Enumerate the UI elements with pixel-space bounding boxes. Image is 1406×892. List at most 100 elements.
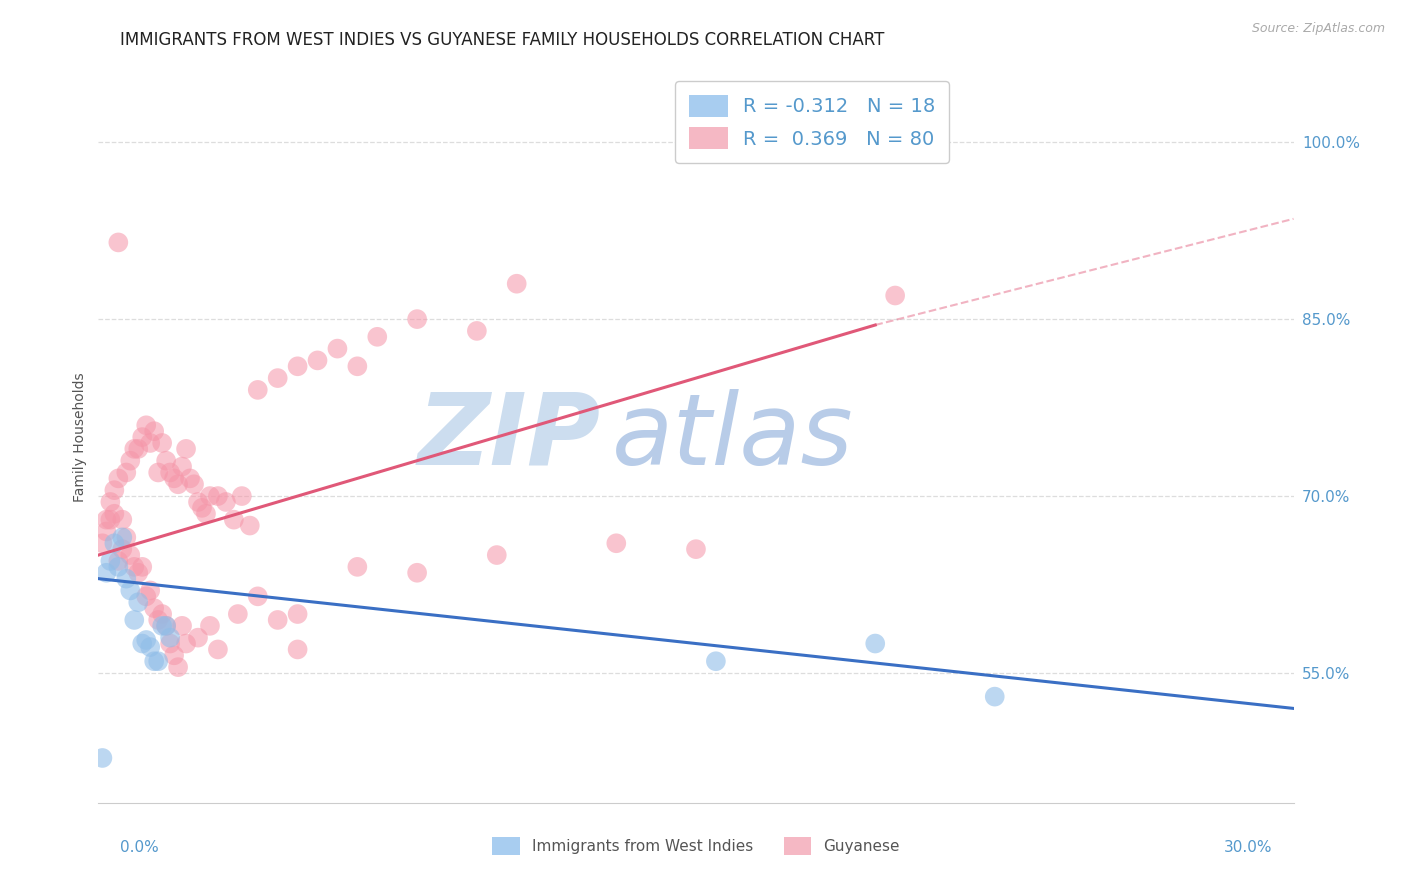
Point — [167, 660, 190, 674]
Point — [239, 518, 262, 533]
Point — [107, 471, 129, 485]
Point — [148, 654, 170, 668]
Point — [307, 353, 329, 368]
Point — [98, 495, 122, 509]
Point — [179, 471, 201, 485]
Point — [127, 566, 149, 580]
Point — [111, 542, 134, 557]
Point — [215, 495, 238, 509]
Point — [98, 554, 122, 568]
Point — [465, 324, 488, 338]
Point — [246, 383, 269, 397]
Point — [155, 619, 177, 633]
Point — [120, 548, 142, 562]
Point — [115, 572, 138, 586]
Point — [107, 554, 129, 568]
Point — [366, 330, 388, 344]
Point — [103, 507, 125, 521]
Text: 0.0%: 0.0% — [120, 840, 159, 855]
Point — [198, 489, 221, 503]
Point — [406, 566, 429, 580]
Point — [187, 495, 209, 509]
Point — [139, 436, 162, 450]
Point — [159, 636, 181, 650]
Point — [198, 619, 221, 633]
Point — [287, 642, 309, 657]
Point — [143, 601, 166, 615]
Point — [183, 477, 205, 491]
Point — [406, 312, 429, 326]
Point — [163, 471, 186, 485]
Point — [135, 590, 157, 604]
Point — [172, 459, 194, 474]
Point — [226, 607, 249, 621]
Point — [115, 466, 138, 480]
Point — [107, 235, 129, 250]
Point — [884, 288, 907, 302]
Y-axis label: Family Households: Family Households — [73, 372, 87, 502]
Point — [195, 507, 218, 521]
Point — [267, 613, 290, 627]
Point — [605, 536, 627, 550]
Point — [155, 453, 177, 467]
Point — [287, 607, 309, 621]
Point — [131, 559, 153, 574]
Point — [131, 430, 153, 444]
Text: ZIP: ZIP — [418, 389, 600, 485]
Point — [91, 536, 114, 550]
Text: IMMIGRANTS FROM WEST INDIES VS GUYANESE FAMILY HOUSEHOLDS CORRELATION CHART: IMMIGRANTS FROM WEST INDIES VS GUYANESE … — [120, 31, 884, 49]
Point — [107, 559, 129, 574]
Point — [865, 636, 887, 650]
Point — [191, 500, 214, 515]
Point — [143, 654, 166, 668]
Point — [187, 631, 209, 645]
Text: 30.0%: 30.0% — [1225, 840, 1272, 855]
Point — [346, 559, 368, 574]
Point — [103, 536, 125, 550]
Point — [98, 513, 122, 527]
Point — [287, 359, 309, 374]
Point — [506, 277, 529, 291]
Point — [131, 636, 153, 650]
Point — [91, 751, 114, 765]
Point — [172, 619, 194, 633]
Text: Source: ZipAtlas.com: Source: ZipAtlas.com — [1251, 22, 1385, 36]
Point — [150, 619, 173, 633]
Text: atlas: atlas — [613, 389, 853, 485]
Point — [159, 466, 181, 480]
Point — [124, 613, 146, 627]
Point — [246, 590, 269, 604]
Point — [150, 607, 173, 621]
Point — [139, 640, 162, 654]
Point — [96, 513, 118, 527]
Point — [143, 424, 166, 438]
Point — [163, 648, 186, 663]
Point — [96, 566, 118, 580]
Point — [326, 342, 349, 356]
Point — [207, 489, 229, 503]
Point — [267, 371, 290, 385]
Point — [159, 631, 181, 645]
Point — [222, 513, 245, 527]
Point — [135, 632, 157, 647]
Point — [685, 542, 707, 557]
Point — [148, 466, 170, 480]
Point — [115, 530, 138, 544]
Point — [111, 513, 134, 527]
Point — [155, 619, 177, 633]
Point — [111, 530, 134, 544]
Point — [167, 477, 190, 491]
Point — [120, 583, 142, 598]
Point — [127, 442, 149, 456]
Point — [984, 690, 1007, 704]
Point — [207, 642, 229, 657]
Point — [231, 489, 253, 503]
Legend: Immigrants from West Indies, Guyanese: Immigrants from West Indies, Guyanese — [486, 831, 905, 861]
Point — [96, 524, 118, 539]
Point — [485, 548, 508, 562]
Point — [124, 442, 146, 456]
Point — [346, 359, 368, 374]
Point — [103, 483, 125, 498]
Point — [148, 613, 170, 627]
Point — [120, 453, 142, 467]
